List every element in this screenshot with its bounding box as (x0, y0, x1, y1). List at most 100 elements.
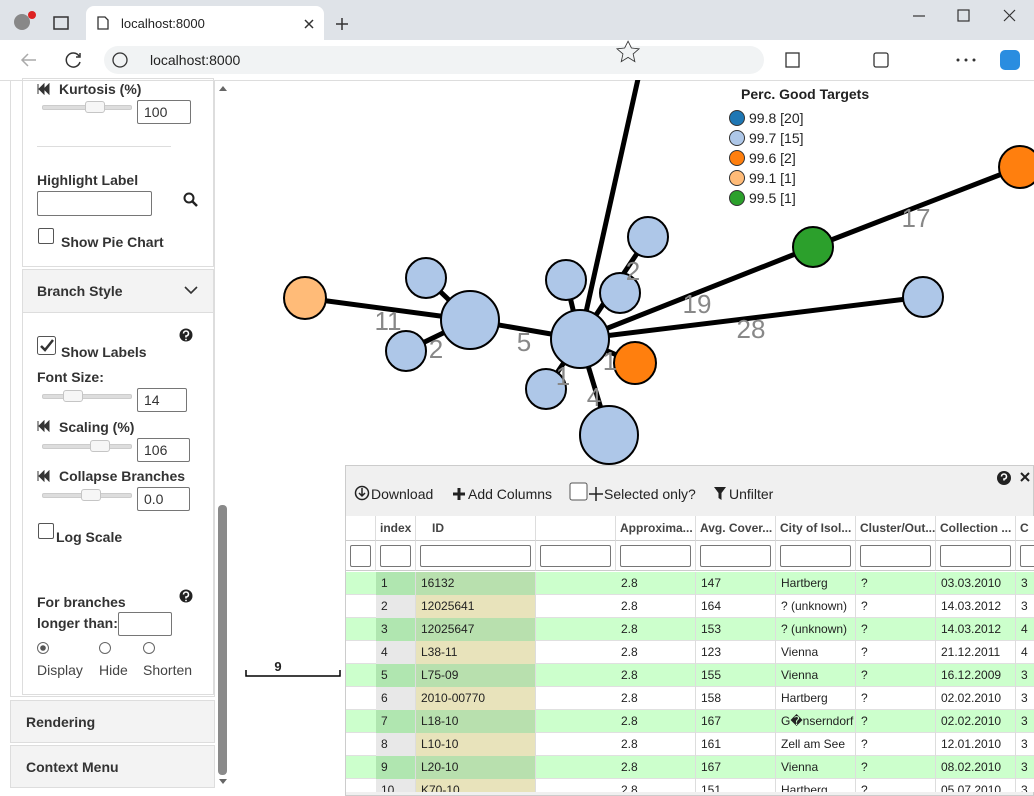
tree: Perc. Good Targets 99.8 [20] 99.7 [15] 99.6… (245, 80, 1034, 677)
show-pie-chart: Show Pie Chart (61, 234, 164, 250)
toolbar-button[interactable]: Selected only? (604, 486, 696, 502)
toolbar-button[interactable]: Unfilter (729, 486, 774, 502)
filter-input[interactable] (420, 545, 531, 567)
table-cell: Hartberg (776, 572, 856, 595)
radio-label: Shorten (143, 662, 193, 678)
rendering-panel[interactable] (10, 700, 215, 743)
table-cell: 02.02.2010 (936, 710, 1016, 733)
slider-thumb[interactable] (81, 489, 101, 501)
header-label: Avg. Cover... (700, 521, 773, 535)
table-cell: 2.8 (616, 664, 696, 687)
table-cell: 3 (1016, 664, 1034, 687)
header-label: Collection ... (940, 521, 1012, 535)
header-cell (776, 516, 856, 541)
table-cell: 12.01.2010 (936, 733, 1016, 756)
table-cell: 3 (1016, 572, 1034, 595)
table-cell: 1 (376, 572, 416, 595)
slider[interactable] (42, 444, 132, 449)
table-cell: 4 (1016, 641, 1034, 664)
address-bar[interactable] (104, 46, 764, 74)
header-label: Cluster/Out... (860, 521, 936, 535)
scaling-input[interactable]: 106 (137, 438, 190, 462)
table-cell: 2.8 (616, 710, 696, 733)
table-cell: ? (856, 733, 936, 756)
filter-input[interactable] (380, 545, 411, 567)
filter-input[interactable] (940, 545, 1011, 567)
toolbar-button[interactable]: Download (371, 486, 434, 502)
highlight-input[interactable] (37, 191, 152, 216)
toolbar-button[interactable]: Add Columns (468, 486, 553, 502)
header-cell (696, 516, 776, 541)
table-cell: Vienna (776, 641, 856, 664)
table-cell: 8 (376, 733, 416, 756)
scale-label: 9 (274, 659, 281, 674)
checkbox[interactable] (38, 523, 54, 539)
slider-thumb[interactable] (90, 440, 110, 452)
checkbox[interactable] (38, 228, 54, 244)
slider[interactable] (42, 394, 132, 399)
table-cell: 2.8 (616, 618, 696, 641)
branch-label: 2 (626, 256, 640, 286)
branch-label: 4 (587, 382, 601, 412)
table-cell: 03.03.2010 (936, 572, 1016, 595)
table-cell: 2 (376, 595, 416, 618)
collapse-input[interactable]: 0.0 (137, 487, 190, 511)
table-cell: 153 (696, 618, 776, 641)
search-icon[interactable] (183, 192, 199, 208)
font-size-label: Font Size: (37, 369, 104, 385)
header-cell (856, 516, 936, 541)
filter-cell (346, 541, 376, 571)
slider-thumb[interactable] (63, 390, 83, 402)
collapse-label: Collapse Branches (59, 468, 186, 484)
legend-title: Perc. Good Targets (741, 86, 869, 102)
header-label: C (1020, 521, 1029, 535)
separator (37, 146, 171, 147)
context-menu-panel[interactable] (10, 745, 215, 788)
filter-input[interactable] (700, 545, 771, 567)
header-label: index (380, 521, 412, 535)
filter-input[interactable] (620, 545, 691, 567)
slider-thumb[interactable] (85, 101, 105, 113)
table-cell: 10 (376, 779, 416, 792)
table-cell: 7 (376, 710, 416, 733)
radio-label: Hide (99, 662, 128, 678)
table-cell: 167 (696, 756, 776, 779)
table-cell: ? (856, 779, 936, 792)
filter-input[interactable] (540, 545, 611, 567)
table-cell: K70-10 (416, 779, 536, 792)
checkbox-checked[interactable] (37, 336, 56, 355)
font-size-input[interactable]: 14 (137, 388, 187, 412)
tab[interactable] (86, 6, 324, 40)
filter-input[interactable] (860, 545, 931, 567)
filter-cell (1016, 541, 1034, 571)
table-cell: ? (856, 710, 936, 733)
branch-label: 5 (517, 327, 531, 357)
filter-cell (696, 541, 776, 571)
table-cell: L75-09 (416, 664, 536, 687)
reset-icon[interactable] (37, 470, 51, 482)
table-cell: 2.8 (616, 687, 696, 710)
table-cell: 155 (696, 664, 776, 687)
table-cell: 167 (696, 710, 776, 733)
filter-input[interactable] (1020, 545, 1034, 567)
branch-label: 19 (683, 289, 712, 319)
table-cell: ? (unknown) (776, 618, 856, 641)
chevron (184, 286, 198, 295)
reset-icon[interactable] (37, 83, 51, 95)
filter-input[interactable] (780, 545, 851, 567)
table-cell: L38-11 (416, 641, 536, 664)
table-cell: 16132 (416, 572, 536, 595)
data-table: index ID Approxima... Avg. Cover... City of … (346, 516, 1034, 792)
table-cell: 2.8 (616, 595, 696, 618)
panel (22, 312, 214, 695)
table-cell: ? (856, 687, 936, 710)
branch-length-input[interactable] (118, 612, 172, 636)
reset-icon[interactable] (37, 420, 51, 432)
table-cell: Vienna (776, 664, 856, 687)
header-label: City of Isol... (780, 521, 852, 535)
branch-label: 28 (737, 314, 766, 344)
filter-cell (376, 541, 416, 571)
kurtosis-input[interactable]: 100 (137, 100, 191, 124)
filter-input[interactable] (350, 545, 371, 567)
table-cell: G�nserndorf (776, 710, 856, 733)
